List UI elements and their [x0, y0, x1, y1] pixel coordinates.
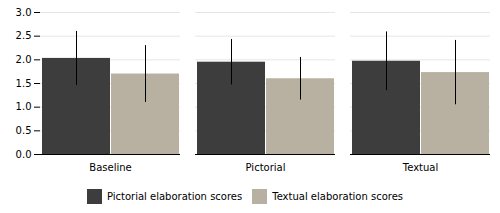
- svg-text:1.0: 1.0: [16, 101, 32, 112]
- svg-text:1.5: 1.5: [16, 78, 32, 89]
- html-text:Textual elaboration scores: Textual elaboration scores: [272, 191, 403, 202]
- svg-text:0.0: 0.0: [16, 149, 32, 160]
- svg-text:Textual: Textual: [402, 162, 438, 173]
- svg-text:0.5: 0.5: [16, 125, 32, 136]
- svg-text:2.0: 2.0: [16, 54, 32, 65]
- svg-text:3.0: 3.0: [16, 7, 32, 18]
- html-text:Pictorial elaboration scores: Pictorial elaboration scores: [106, 191, 243, 202]
- svg-text:Baseline: Baseline: [89, 162, 131, 173]
- svg-text:2.5: 2.5: [16, 30, 32, 41]
- svg-text:Pictorial: Pictorial: [246, 162, 286, 173]
